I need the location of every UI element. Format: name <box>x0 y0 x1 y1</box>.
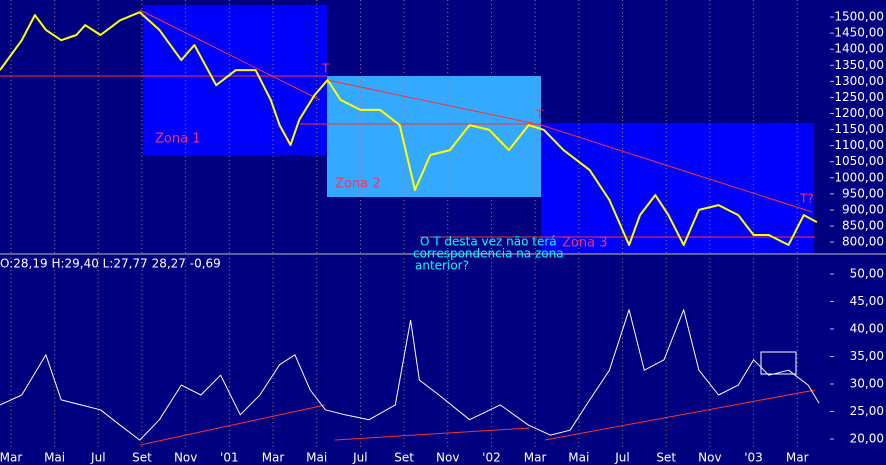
y-tick-label: 900,00 <box>842 202 884 216</box>
y-tick-label: 1150,00 <box>834 122 884 136</box>
series-line <box>0 11 818 246</box>
annotation: T <box>535 108 544 122</box>
x-tick-label: '01 <box>220 451 239 465</box>
y-tick-label: 850,00 <box>842 218 884 232</box>
x-tick-label: Nov <box>174 451 197 465</box>
x-tick-label: Mai <box>44 451 65 465</box>
y-tick-label: 1450,00 <box>834 26 884 40</box>
trend-lines <box>0 9 816 446</box>
series-line <box>0 309 820 441</box>
y-tick-label: 1500,00 <box>834 10 884 24</box>
y-tick-label: 45,00 <box>850 294 884 308</box>
y-tick-label: 1000,00 <box>834 170 884 184</box>
x-tick-label: Nov <box>436 451 459 465</box>
zones <box>143 5 814 254</box>
y-tick-label: 50,00 <box>850 266 884 280</box>
trend-line <box>334 427 531 441</box>
x-tick-label: '02 <box>482 451 501 465</box>
x-tick-label: Mar <box>0 451 22 465</box>
note-line: correspondencia na zona <box>413 247 564 261</box>
trend-line <box>139 404 326 446</box>
note-line: anterior? <box>415 259 469 273</box>
y-tick-label: 1050,00 <box>834 154 884 168</box>
y-tick-label: 40,00 <box>850 321 884 335</box>
trend-line <box>544 389 816 441</box>
x-tick-label: Set <box>394 451 414 465</box>
x-tick-label: Mai <box>306 451 327 465</box>
x-tick-label: Mar <box>262 451 285 465</box>
y-tick-label: 1300,00 <box>834 74 884 88</box>
annotation: T <box>321 62 330 76</box>
annotation: T? <box>799 192 814 206</box>
annotation: Zona 1 <box>155 132 200 147</box>
y-tick-label: 25,00 <box>850 404 884 418</box>
zone-2 <box>327 76 541 197</box>
y-tick-label: 35,00 <box>850 349 884 363</box>
trend-line <box>326 79 542 126</box>
y-tick-label: 1100,00 <box>834 138 884 152</box>
y-tick-label: 30,00 <box>850 376 884 390</box>
trend-line <box>540 124 813 213</box>
y-tick-label: 20,00 <box>850 431 884 445</box>
annotation: Zona 2 <box>335 177 380 192</box>
x-tick-label: Set <box>656 451 676 465</box>
x-tick-label: Mai <box>568 451 589 465</box>
trend-line <box>139 9 321 101</box>
series <box>0 11 820 441</box>
grid <box>10 0 798 450</box>
annotation: Zona 3 <box>562 236 607 251</box>
x-tick-label: '03 <box>744 451 763 465</box>
y-tick-label: 1200,00 <box>834 106 884 120</box>
x-tick-label: Set <box>132 451 152 465</box>
y-tick-label: 1400,00 <box>834 42 884 56</box>
x-tick-label: Mar <box>786 451 809 465</box>
quote-header: O:28,19 H:29,40 L:27,77 28,27 -0,69 <box>0 257 221 271</box>
x-tick-label: Jul <box>614 451 629 465</box>
box-marker <box>760 351 797 375</box>
y-tick-label: 1250,00 <box>834 90 884 104</box>
note-line: O T desta vez não terá <box>420 235 557 249</box>
x-tick-label: Mar <box>524 451 547 465</box>
x-tick-label: Jul <box>90 451 105 465</box>
y-tick-label: 950,00 <box>842 186 884 200</box>
axes: Mar Mai Jul Set Nov '01 Mar Mai Jul Set Nov '02 Mar M… <box>0 10 884 465</box>
y-tick-label: 1350,00 <box>834 58 884 72</box>
y-tick-label: 800,00 <box>842 235 884 249</box>
x-tick-label: Nov <box>698 451 721 465</box>
x-tick-label: Jul <box>352 451 367 465</box>
